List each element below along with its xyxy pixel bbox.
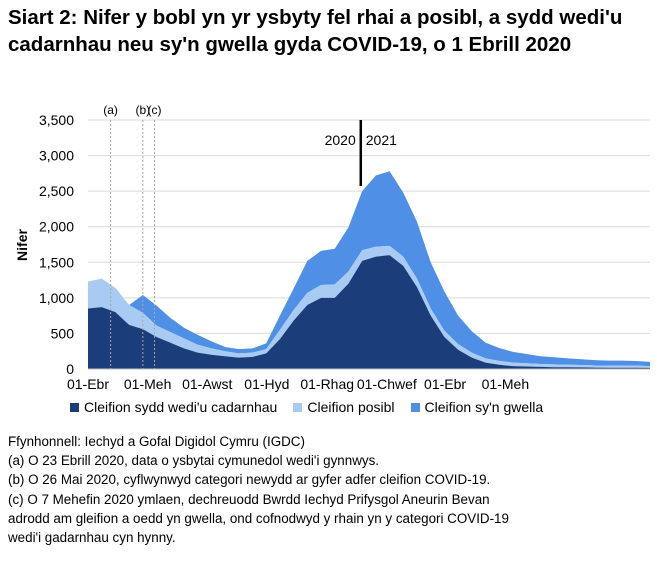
legend-item-recovering: Cleifion sy'n gwella — [410, 399, 544, 415]
area-confirmed — [88, 255, 650, 369]
legend-item-confirmed: Cleifion sydd wedi'u cadarnhau — [70, 399, 277, 415]
x-tick-label: 01-Meh — [482, 376, 529, 392]
legend-swatch-confirmed — [70, 402, 79, 412]
y-tick-label: 3,500 — [39, 112, 74, 128]
legend-label-recovering: Cleifion sy'n gwella — [424, 399, 544, 415]
y-tick-label: 2,500 — [39, 183, 74, 199]
footnote-b: (b) O 26 Mai 2020, cyflwynwyd categori n… — [8, 472, 491, 488]
x-tick-label: 01-Chwef — [357, 376, 417, 392]
reference-label: (b) — [135, 103, 150, 117]
chart-title: Siart 2: Nifer y bobl yn yr ysbyty fel r… — [8, 6, 623, 56]
reference-label: (c) — [147, 103, 161, 117]
x-tick-label: 01-Meh — [124, 376, 171, 392]
y-tick-label: 3,000 — [39, 148, 74, 164]
legend-item-suspected: Cleifion posibl — [293, 399, 395, 415]
legend-label-suspected: Cleifion posibl — [307, 399, 395, 415]
source-note: Ffynhonnell: Iechyd a Gofal Digidol Cymr… — [8, 434, 305, 449]
legend-label-confirmed: Cleifion sydd wedi'u cadarnhau — [84, 399, 278, 415]
x-tick-label: 01-Awst — [182, 376, 232, 392]
chart-legend: Cleifion sydd wedi'u cadarnhau Cleifion … — [70, 399, 559, 415]
legend-swatch-recovering — [410, 402, 420, 412]
y-tick-label: 1,000 — [39, 290, 74, 306]
legend-swatch-suspected — [293, 402, 303, 412]
footnote-c-line3: wedi'i gadarnhau cyn hynny. — [8, 530, 176, 546]
reference-label: (a) — [103, 103, 118, 117]
x-tick-label: 01-Ebr — [424, 376, 466, 392]
area-recovering — [88, 171, 650, 367]
x-tick-label: 01-Ebr — [67, 376, 109, 392]
x-tick-label: 01-Rhag — [300, 376, 354, 392]
year-label-left: 2020 — [325, 132, 356, 148]
x-tick-label: 01-Hyd — [244, 376, 289, 392]
y-tick-label: 1,500 — [39, 254, 74, 270]
footnote-c-line2: adrodd am gleifion a oedd yn gwella, ond… — [8, 510, 509, 526]
footnote-a: (a) O 23 Ebrill 2020, data o ysbytai cym… — [8, 453, 379, 469]
stacked-area-chart: 0 500 1,000 1,500 2,000 2,500 3,000 3,500 Nifer 0… — [14, 103, 650, 392]
chart-notes: Ffynhonnell: Iechyd a Gofal Digidol Cymr… — [8, 432, 658, 547]
y-tick-label: 0 — [66, 361, 74, 377]
year-label-right: 2021 — [366, 132, 397, 148]
y-tick-label: 500 — [51, 325, 75, 341]
y-tick-label: 2,000 — [39, 219, 74, 235]
y-axis-label: Nifer — [14, 229, 30, 261]
footnote-c-line1: (c) O 7 Mehefin 2020 ymlaen, dechreuodd … — [8, 491, 490, 507]
